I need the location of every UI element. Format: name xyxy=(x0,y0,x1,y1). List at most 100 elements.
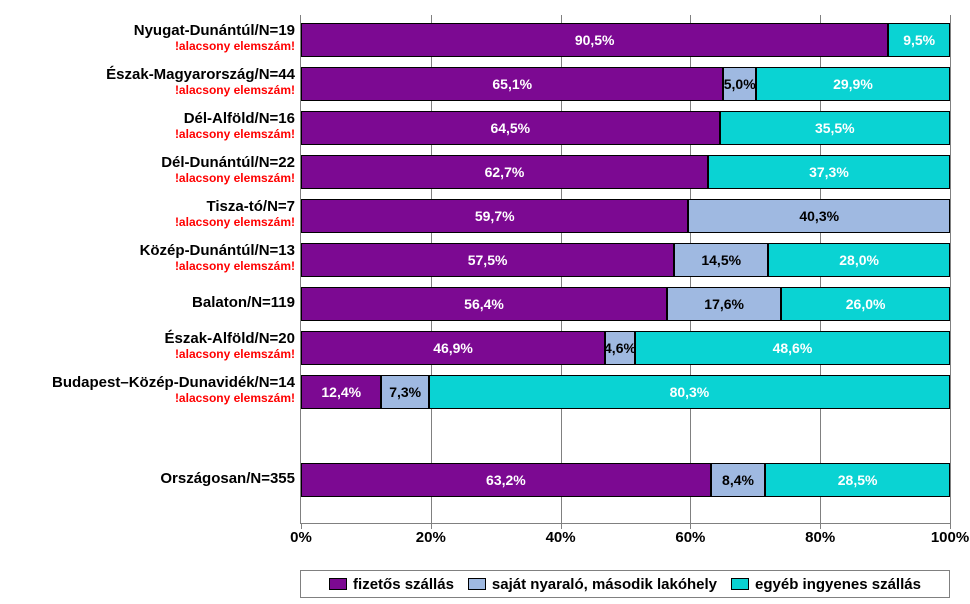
y-axis-label-group: Tisza-tó/N=7!alacsony elemszám! xyxy=(175,199,295,229)
y-axis-label: Észak-Alföld/N=20 xyxy=(165,331,295,348)
y-axis-warning: !alacsony elemszám! xyxy=(175,216,295,229)
bar-segment-fizetos: 63,2% xyxy=(301,463,711,497)
bar-row: 46,9% 4,6% 48,6% xyxy=(301,331,950,365)
bar-row: 12,4% 7,3% 80,3% xyxy=(301,375,950,409)
y-axis-warning: !alacsony elemszám! xyxy=(52,392,295,405)
y-axis-label-group: Dél-Dunántúl/N=22!alacsony elemszám! xyxy=(161,155,295,185)
legend-label: fizetős szállás xyxy=(353,576,454,593)
bar-segment-fizetos: 12,4% xyxy=(301,375,381,409)
y-axis-warning: !alacsony elemszám! xyxy=(106,84,295,97)
bar-value-label: 57,5% xyxy=(468,252,508,268)
legend-swatch xyxy=(329,578,347,590)
y-axis-label: Dél-Dunántúl/N=22 xyxy=(161,155,295,172)
bar-segment-fizetos: 57,5% xyxy=(301,243,674,277)
y-axis-label-group: Közép-Dunántúl/N=13!alacsony elemszám! xyxy=(140,243,295,273)
bar-value-label: 48,6% xyxy=(773,340,813,356)
bar-segment-ingyenes: 48,6% xyxy=(635,331,950,365)
bar-value-label: 80,3% xyxy=(670,384,710,400)
y-axis-label: Közép-Dunántúl/N=13 xyxy=(140,243,295,260)
bar-segment-fizetos: 90,5% xyxy=(301,23,888,57)
bar-row: 65,1% 5,0%29,9% xyxy=(301,67,950,101)
bar-segment-sajat: 40,3% xyxy=(688,199,950,233)
legend-item: saját nyaraló, második lakóhely xyxy=(468,576,717,593)
y-axis-warning: !alacsony elemszám! xyxy=(175,128,295,141)
bar-segment-sajat: 5,0% xyxy=(723,67,755,101)
legend-label: saját nyaraló, második lakóhely xyxy=(492,576,717,593)
bar-value-label: 12,4% xyxy=(321,384,361,400)
bar-segment-sajat: 17,6% xyxy=(667,287,781,321)
x-tick-label: 20% xyxy=(416,529,446,546)
bar-row: 64,5% 35,5% xyxy=(301,111,950,145)
bar-segment-ingyenes: 35,5% xyxy=(720,111,950,145)
bar-segment-fizetos: 46,9% xyxy=(301,331,605,365)
y-axis-label-group: Nyugat-Dunántúl/N=19!alacsony elemszám! xyxy=(134,23,295,53)
bar-row: 56,4% 17,6% 26,0% xyxy=(301,287,950,321)
bar-value-label: 37,3% xyxy=(809,164,849,180)
bar-segment-ingyenes: 28,5% xyxy=(765,463,950,497)
x-tick-label: 0% xyxy=(290,529,312,546)
bar-value-label: 59,7% xyxy=(475,208,515,224)
y-axis-label-group: Észak-Alföld/N=20!alacsony elemszám! xyxy=(165,331,295,361)
y-axis-label-group: Budapest–Közép-Dunavidék/N=14!alacsony e… xyxy=(52,375,295,405)
legend-item: fizetős szállás xyxy=(329,576,454,593)
bar-value-label: 46,9% xyxy=(433,340,473,356)
x-tick-label: 100% xyxy=(931,529,969,546)
legend-item: egyéb ingyenes szállás xyxy=(731,576,921,593)
y-axis-label: Országosan/N=355 xyxy=(160,471,295,488)
y-axis-label-group: Dél-Alföld/N=16!alacsony elemszám! xyxy=(175,111,295,141)
x-tick-label: 80% xyxy=(805,529,835,546)
bar-row: 90,5% 9,5% xyxy=(301,23,950,57)
bar-value-label: 26,0% xyxy=(846,296,886,312)
legend-swatch xyxy=(468,578,486,590)
bar-value-label: 5,0% xyxy=(724,76,756,92)
y-axis-warning: !alacsony elemszám! xyxy=(140,260,295,273)
bar-segment-fizetos: 56,4% xyxy=(301,287,667,321)
bar-segment-sajat: 7,3% xyxy=(381,375,428,409)
legend-swatch xyxy=(731,578,749,590)
bar-segment-ingyenes: 9,5% xyxy=(888,23,950,57)
bar-value-label: 65,1% xyxy=(492,76,532,92)
bar-value-label: 8,4% xyxy=(722,472,754,488)
bar-value-label: 9,5% xyxy=(903,32,935,48)
y-axis-label: Budapest–Közép-Dunavidék/N=14 xyxy=(52,375,295,392)
bar-row: 59,7% 40,3% xyxy=(301,199,950,233)
bar-segment-ingyenes: 29,9% xyxy=(756,67,950,101)
y-axis-warning: !alacsony elemszám! xyxy=(165,348,295,361)
bar-value-label: 40,3% xyxy=(799,208,839,224)
legend-label: egyéb ingyenes szállás xyxy=(755,576,921,593)
bar-row: 62,7% 37,3% xyxy=(301,155,950,189)
bar-value-label: 35,5% xyxy=(815,120,855,136)
bar-segment-ingyenes: 28,0% xyxy=(768,243,950,277)
bar-segment-ingyenes: 26,0% xyxy=(781,287,950,321)
bar-segment-sajat: 8,4% xyxy=(711,463,765,497)
bar-row: 57,5% 14,5% 28,0% xyxy=(301,243,950,277)
bar-value-label: 90,5% xyxy=(575,32,615,48)
bar-segment-fizetos: 65,1% xyxy=(301,67,723,101)
bar-row: 63,2% 8,4% 28,5% xyxy=(301,463,950,497)
bar-value-label: 62,7% xyxy=(485,164,525,180)
x-tick-label: 40% xyxy=(546,529,576,546)
y-axis-label: Nyugat-Dunántúl/N=19 xyxy=(134,23,295,40)
bar-value-label: 7,3% xyxy=(389,384,421,400)
y-axis-label: Tisza-tó/N=7 xyxy=(175,199,295,216)
chart-container: 0% 20% 40% 60% 80% 100% 90,5% 9,5% 65,1% 5,0%29,9… xyxy=(0,0,970,604)
bar-value-label: 64,5% xyxy=(490,120,530,136)
bar-segment-fizetos: 59,7% xyxy=(301,199,688,233)
y-axis-label: Dél-Alföld/N=16 xyxy=(175,111,295,128)
plot-area: 0%20%40%60%80%100%90,5%9,5%65,1%5,0%29,9… xyxy=(300,15,950,524)
bar-segment-sajat: 14,5% xyxy=(674,243,768,277)
y-axis-label-group: Balaton/N=119 xyxy=(192,295,295,312)
bar-value-label: 17,6% xyxy=(704,296,744,312)
bar-value-label: 4,6% xyxy=(604,340,636,356)
bar-value-label: 14,5% xyxy=(701,252,741,268)
bar-value-label: 28,0% xyxy=(839,252,879,268)
x-tick-label: 60% xyxy=(675,529,705,546)
bar-segment-ingyenes: 80,3% xyxy=(429,375,950,409)
legend: fizetős szállás saját nyaraló, második la… xyxy=(300,570,950,598)
bar-value-label: 28,5% xyxy=(838,472,878,488)
y-axis-label-group: Észak-Magyarország/N=44!alacsony elemszá… xyxy=(106,67,295,97)
bar-segment-fizetos: 62,7% xyxy=(301,155,708,189)
y-axis-label-group: Országosan/N=355 xyxy=(160,471,295,488)
y-axis-warning: !alacsony elemszám! xyxy=(134,40,295,53)
bar-value-label: 63,2% xyxy=(486,472,526,488)
